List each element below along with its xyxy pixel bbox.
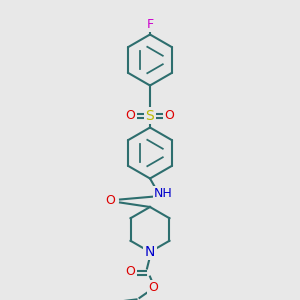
Text: O: O [148,281,158,294]
Text: O: O [165,109,174,122]
Text: S: S [146,109,154,122]
Text: O: O [126,109,135,122]
Text: O: O [105,194,115,208]
Text: F: F [146,17,154,31]
Text: N: N [145,245,155,259]
Text: O: O [126,265,135,278]
Text: NH: NH [154,187,173,200]
